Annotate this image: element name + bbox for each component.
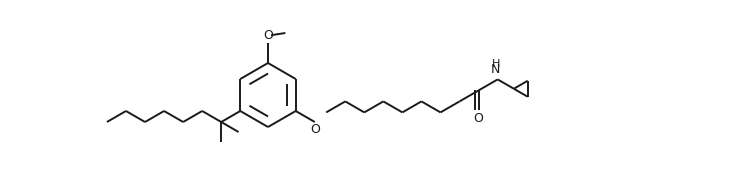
Text: N: N <box>491 63 500 76</box>
Text: O: O <box>263 29 273 42</box>
Text: O: O <box>310 123 320 136</box>
Text: H: H <box>491 59 500 69</box>
Text: O: O <box>473 112 484 125</box>
